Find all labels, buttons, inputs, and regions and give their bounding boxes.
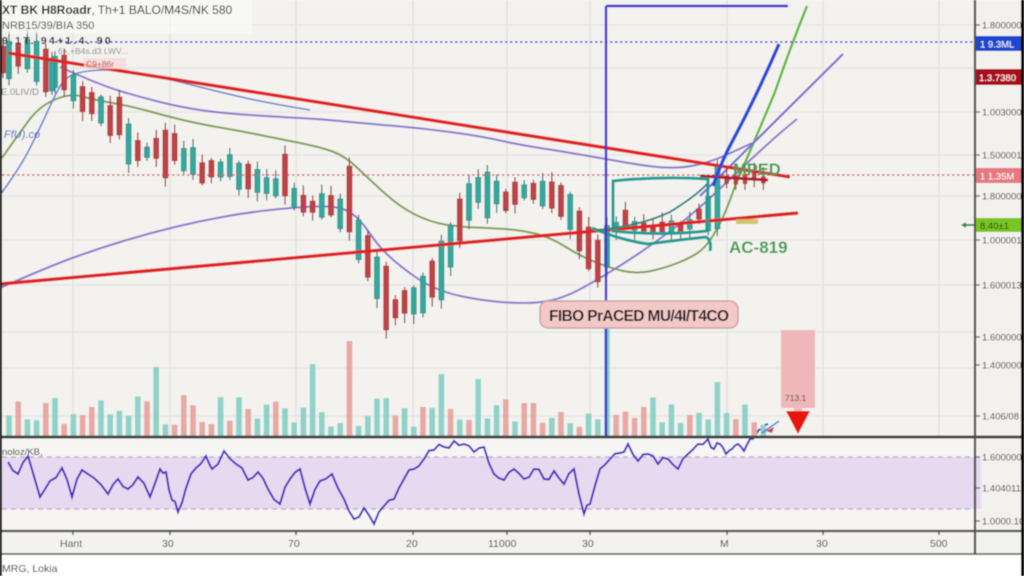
svg-text:6+.+B4s.d3 LWV...: 6+.+B4s.d3 LWV... <box>58 46 128 56</box>
svg-text:1.600000: 1.600000 <box>982 453 1022 464</box>
svg-text:1.800000: 1.800000 <box>982 192 1022 203</box>
svg-text:NRB15/39/BIA 350: NRB15/39/BIA 350 <box>2 20 94 32</box>
svg-text:1.400000: 1.400000 <box>982 361 1022 372</box>
svg-text:C9+86r: C9+86r <box>86 59 114 69</box>
svg-text:1.500001: 1.500001 <box>982 151 1022 162</box>
svg-text:500: 500 <box>930 538 948 550</box>
svg-text:noloz/KB,: noloz/KB, <box>2 447 43 458</box>
svg-text:Hant: Hant <box>60 538 82 550</box>
svg-text:20: 20 <box>406 538 418 550</box>
svg-text:30: 30 <box>816 538 828 550</box>
svg-text:1 1.35M: 1 1.35M <box>980 172 1014 183</box>
svg-text:MPED: MPED <box>733 161 781 179</box>
svg-text:1.0000.10: 1.0000.10 <box>982 517 1024 528</box>
svg-text:8.40±1: 8.40±1 <box>980 221 1009 232</box>
svg-text:FfU).co: FfU).co <box>4 129 40 141</box>
svg-text:1.404011: 1.404011 <box>982 484 1021 495</box>
svg-text:E.0LIV/D: E.0LIV/D <box>1 87 39 98</box>
svg-text:MRG, Lokia: MRG, Lokia <box>2 563 58 575</box>
svg-text:1.600013: 1.600013 <box>982 281 1022 292</box>
svg-text:FIBO PrACED MU/4I/T4CO: FIBO PrACED MU/4I/T4CO <box>549 308 729 325</box>
svg-text:1.003000: 1.003000 <box>982 108 1022 119</box>
svg-text:30: 30 <box>162 538 174 550</box>
svg-text:1.406/08: 1.406/08 <box>982 412 1019 423</box>
svg-text:11000: 11000 <box>488 538 517 550</box>
svg-text:1 9.3ML: 1 9.3ML <box>980 40 1014 51</box>
svg-text:1.600000: 1.600000 <box>982 333 1022 344</box>
svg-text:9.1T. 94+1.4. 90: 9.1T. 94+1.4. 90 <box>2 35 113 47</box>
svg-text:XT BK H8Roadr, Th+1 BALO/M4S/N: XT BK H8Roadr, Th+1 BALO/M4S/NK 580 <box>2 3 233 17</box>
svg-text:AC-819: AC-819 <box>729 238 788 257</box>
svg-text:70: 70 <box>288 538 300 550</box>
svg-text:713.1: 713.1 <box>785 393 807 403</box>
svg-text:1.800000: 1.800000 <box>982 21 1022 32</box>
svg-text:1.3.7380: 1.3.7380 <box>979 73 1016 84</box>
svg-text:30: 30 <box>582 538 594 550</box>
svg-text:M: M <box>720 538 729 550</box>
svg-text:1.000001: 1.000001 <box>982 236 1022 247</box>
